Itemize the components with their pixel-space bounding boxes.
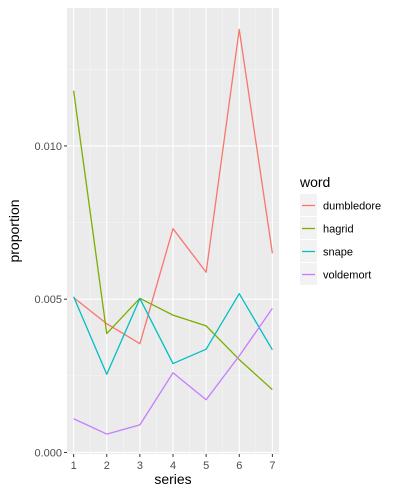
legend-label-dumbledore: dumbledore <box>323 201 381 213</box>
x-tick-label: 3 <box>137 460 143 472</box>
x-tick-label: 7 <box>269 460 275 472</box>
y-tick-label: 0.010 <box>34 141 62 153</box>
legend-label-snape: snape <box>323 247 353 259</box>
series-line-dumbledore <box>73 28 274 345</box>
y-tick-label: 0.005 <box>34 294 62 306</box>
x-tick-label: 6 <box>236 460 242 472</box>
series-line-hagrid <box>72 90 273 391</box>
x-axis-title: series <box>154 471 191 487</box>
legend-label-voldemort: voldemort <box>323 270 371 282</box>
legend-label-hagrid: hagrid <box>323 224 354 236</box>
series-line-voldemort <box>73 308 273 435</box>
x-tick-label: 2 <box>104 460 110 472</box>
x-tick-label: 4 <box>170 460 176 472</box>
y-axis: 0.000 0.005 0.010 <box>34 141 67 459</box>
y-tick-label: 0.000 <box>34 447 62 459</box>
series-line-snape <box>73 293 273 375</box>
x-tick-label: 1 <box>71 460 77 472</box>
y-axis-title: proportion <box>6 199 22 262</box>
x-axis: 1 2 3 4 5 6 7 <box>71 454 275 472</box>
x-tick-label: 5 <box>203 460 209 472</box>
major-gridlines <box>67 8 279 454</box>
legend: word dumbledore hagrid snape voldemort <box>299 174 381 285</box>
series-lines <box>72 28 274 435</box>
legend-title: word <box>299 174 330 190</box>
